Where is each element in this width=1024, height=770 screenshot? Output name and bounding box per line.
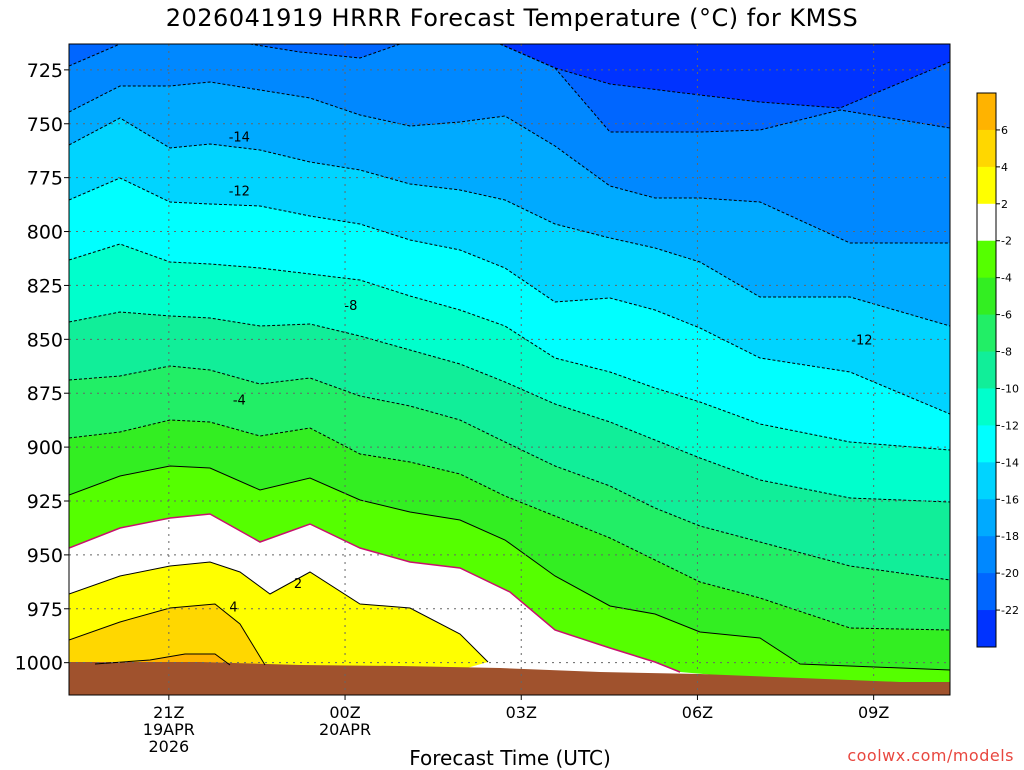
contour-label: 2 [294,577,302,592]
colorbar-label: 4 [1001,161,1008,174]
contour-label: -12 [851,333,872,348]
contour-label: -12 [229,185,250,200]
contour-line [94,653,231,666]
colorbar-label: 6 [1001,124,1008,137]
y-tick-label: 800 [27,222,63,244]
contour-line [69,603,266,666]
colorbar-label: -2 [1001,235,1012,248]
y-tick-label: 775 [27,168,63,190]
colorbar-frame [976,92,997,648]
solid-contours [69,465,950,671]
x-tick-label: 06Z [682,703,713,722]
colorbar-label: 2 [1001,198,1008,211]
colorbar-segment [977,314,996,353]
colorbar-segment [977,166,996,205]
y-tick-label: 850 [27,329,63,351]
colorbar-label: -8 [1001,346,1012,359]
x-tick-label: 00Z [329,703,360,722]
terrain [69,662,950,695]
colorbar-segment [977,610,996,648]
colorbar-segment [977,425,996,463]
colorbar [976,92,997,648]
contour-line [69,561,489,663]
x-tick-label: 03Z [506,703,537,722]
colorbar-segment [977,351,996,389]
y-tick-label: 825 [27,275,63,297]
colorbar-segment [977,499,996,537]
colorbar-segment [977,462,996,500]
chart-title: 2026041919 HRRR Forecast Temperature (°C… [165,4,859,32]
y-tick-label: 900 [27,437,63,459]
contour-line [69,465,950,671]
colorbar-label: -20 [1001,567,1019,580]
x-tick-label: 20APR [319,720,371,739]
x-tick-label: 09Z [858,703,889,722]
colorbar-label: -22 [1001,604,1019,617]
y-tick-label: 750 [27,114,63,136]
colorbar-segment [977,129,996,168]
contour-line [69,81,950,244]
y-tick-label: 925 [27,491,63,513]
y-tick-label: 1000 [15,653,63,675]
contour-line [69,365,950,581]
contour-label: -4 [233,394,246,409]
plot-frame [68,43,951,696]
contour-line [69,311,950,503]
band-4 [69,604,265,665]
colorbar-label: -16 [1001,493,1019,506]
contour-plot-area [69,44,950,695]
contour-line [499,44,950,109]
contour-label: -8 [344,299,357,314]
contour-label: -14 [229,131,250,146]
contour-label: 4 [229,601,237,616]
contour-line [69,419,950,631]
colorbar-segment [977,240,996,279]
colorbar-segment [977,93,996,131]
colorbar-label: -4 [1001,272,1012,285]
colorbar-label: -12 [1001,419,1019,432]
contour-line [69,117,950,327]
colorbar-segment [977,573,996,611]
y-tick-label: 725 [27,60,63,82]
colorbar-segment [977,388,996,426]
contour-line [69,243,950,451]
colorbar-segment [977,536,996,574]
y-tick-label: 875 [27,383,63,405]
y-tick-label: 950 [27,545,63,567]
x-tick-label: 19APR [143,720,195,739]
source-credit: coolwx.com/models [847,746,1014,765]
y-tick-label: 975 [27,599,63,621]
colorbar-label: -18 [1001,530,1019,543]
colorbar-segment [977,277,996,316]
colorbar-label: -10 [1001,382,1019,395]
x-tick-label: 2026 [148,737,189,756]
colorbar-segment [977,203,996,242]
colorbar-label: -6 [1001,309,1012,322]
colorbar-label: -14 [1001,456,1019,469]
x-axis-label: Forecast Time (UTC) [409,746,611,770]
contour-line [69,177,950,415]
x-tick-label: 21Z [153,703,184,722]
dashed-contours [69,44,950,631]
